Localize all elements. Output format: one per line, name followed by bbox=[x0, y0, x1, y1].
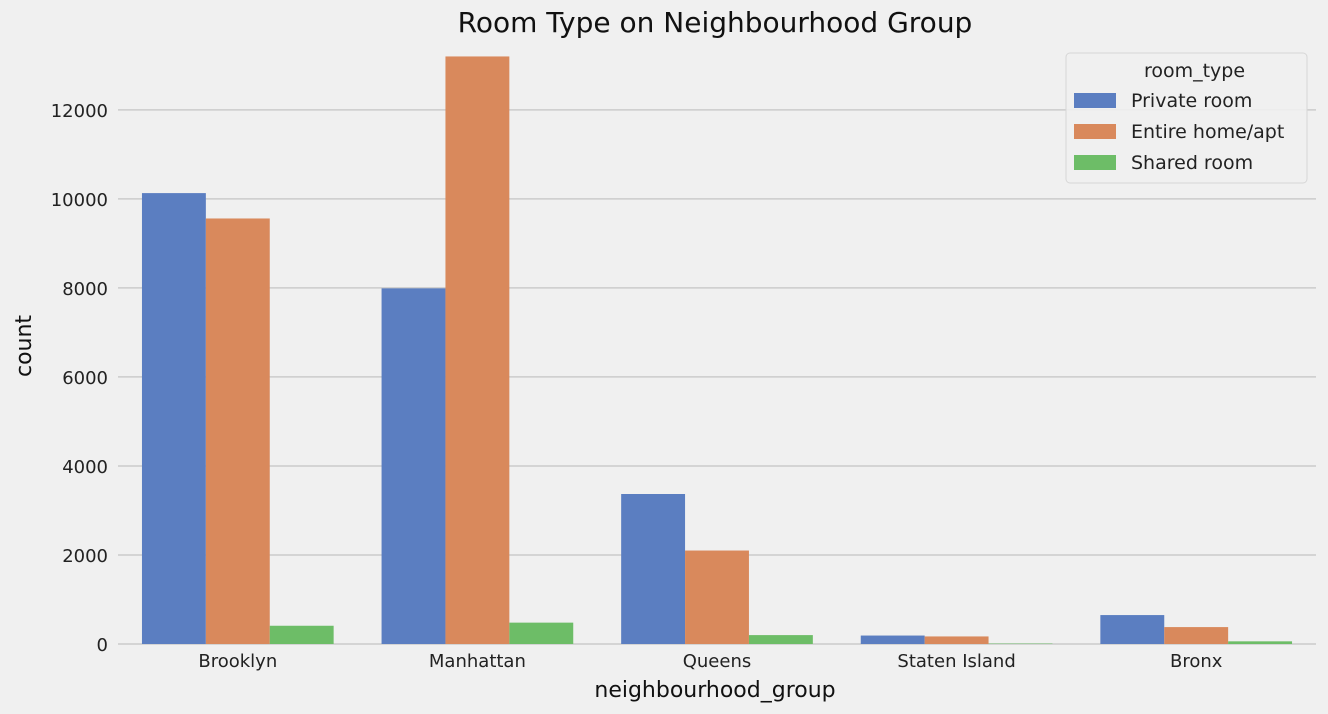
bar-staten-island-private-room bbox=[860, 635, 925, 644]
y-tick-label: 8000 bbox=[62, 279, 108, 300]
legend: room_type Private room Entire home/apt Shar… bbox=[1065, 52, 1308, 184]
y-axis-label: count bbox=[12, 315, 37, 377]
bar-brooklyn-private-room bbox=[141, 193, 206, 644]
bar-brooklyn-shared-room bbox=[269, 625, 334, 644]
x-tick-label: Bronx bbox=[1170, 651, 1223, 672]
x-tick-label: Staten Island bbox=[897, 651, 1015, 672]
bar-brooklyn-entire-home-apt bbox=[205, 218, 270, 645]
bar-manhattan-shared-room bbox=[509, 622, 574, 644]
legend-entry-label: Private room bbox=[1131, 90, 1252, 112]
x-tick-label: Manhattan bbox=[429, 651, 526, 672]
legend-swatch bbox=[1074, 124, 1116, 139]
chart-title: Room Type on Neighbourhood Group bbox=[458, 6, 973, 39]
bar-queens-private-room bbox=[621, 493, 686, 644]
y-tick-label: 6000 bbox=[62, 368, 108, 389]
bar-staten-island-entire-home-apt bbox=[924, 636, 989, 644]
y-tick-label: 12000 bbox=[51, 101, 108, 122]
y-axis-ticks: 0 2000 4000 6000 8000 10000 12000 bbox=[51, 101, 108, 656]
y-tick-label: 2000 bbox=[62, 546, 108, 567]
legend-swatch bbox=[1074, 93, 1116, 108]
y-tick-label: 0 bbox=[97, 635, 108, 656]
legend-entry-label: Shared room bbox=[1131, 152, 1253, 174]
legend-swatch bbox=[1074, 155, 1116, 170]
x-tick-label: Brooklyn bbox=[198, 651, 277, 672]
bar-bronx-private-room bbox=[1100, 615, 1165, 644]
bar-queens-entire-home-apt bbox=[685, 550, 749, 644]
bar-bronx-shared-room bbox=[1228, 641, 1293, 644]
legend-title: room_type bbox=[1144, 60, 1245, 82]
bar-manhattan-entire-home-apt bbox=[445, 56, 510, 645]
legend-box bbox=[1065, 52, 1308, 184]
legend-entry-label: Entire home/apt bbox=[1131, 121, 1284, 143]
x-axis-label: neighbourhood_group bbox=[594, 678, 835, 703]
bars bbox=[141, 56, 1293, 645]
bar-bronx-entire-home-apt bbox=[1164, 627, 1229, 644]
bar-manhattan-private-room bbox=[381, 288, 446, 644]
x-axis-ticks: Brooklyn Manhattan Queens Staten Island Bron… bbox=[198, 651, 1222, 672]
gridlines bbox=[118, 109, 1316, 645]
x-tick-label: Queens bbox=[683, 651, 752, 672]
y-tick-label: 4000 bbox=[62, 457, 108, 478]
y-tick-label: 10000 bbox=[51, 190, 108, 211]
bar-queens-shared-room bbox=[748, 635, 813, 644]
